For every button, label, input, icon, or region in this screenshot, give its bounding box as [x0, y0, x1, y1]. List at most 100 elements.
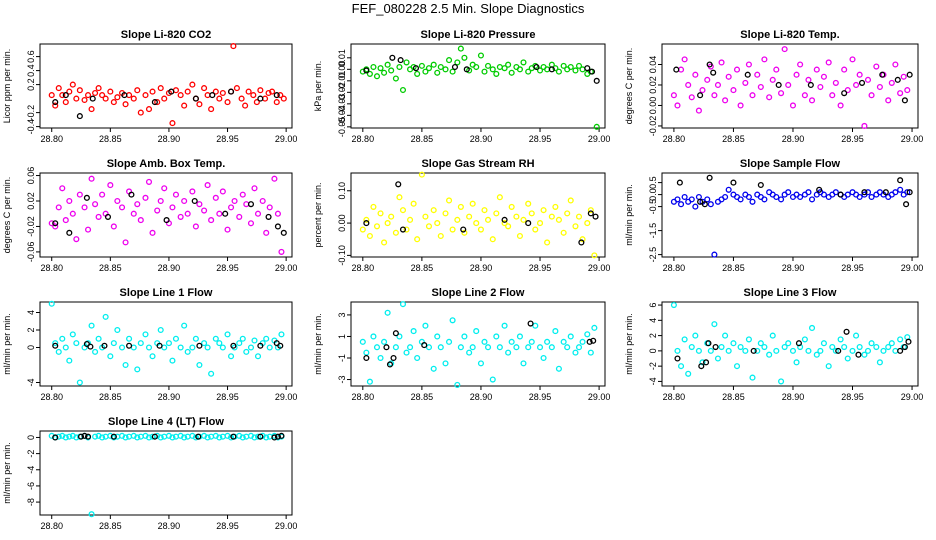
data-point [169, 357, 176, 364]
data-point [841, 344, 848, 351]
highlight-point [52, 342, 59, 349]
highlight-point [795, 340, 802, 347]
data-point [62, 434, 69, 441]
data-point [161, 185, 168, 192]
data-point [532, 62, 539, 69]
y-tick-label: 1 [337, 334, 347, 339]
data-point [263, 229, 270, 236]
data-point [239, 335, 246, 342]
x-tick-label: 28.90 [158, 521, 181, 531]
data-point [377, 65, 384, 72]
highlight-point [706, 61, 713, 68]
data-point [399, 86, 407, 94]
data-point [95, 335, 102, 342]
data-point [692, 332, 699, 339]
data-point [99, 92, 106, 99]
data-point [271, 175, 278, 182]
y-tick-label: 0.10 [337, 182, 347, 200]
data-point [454, 59, 461, 66]
data-point [473, 63, 480, 71]
data-point [243, 348, 250, 355]
plot-frame [661, 172, 919, 258]
x-tick-label: 28.90 [782, 392, 805, 402]
x-tick-label: 28.95 [216, 392, 239, 402]
data-point [461, 229, 468, 236]
data-point [885, 344, 892, 351]
data-point [257, 87, 264, 94]
y-tick-label: -3 [337, 376, 347, 384]
highlight-point [228, 88, 235, 95]
data-point [145, 106, 153, 113]
y-tick-label: -8 [26, 498, 36, 506]
data-point [130, 210, 137, 217]
data-point [681, 56, 688, 63]
data-point [579, 338, 586, 345]
data-point [513, 344, 520, 351]
data-point [685, 81, 692, 89]
data-point [85, 92, 92, 99]
data-point [236, 340, 243, 347]
highlight-point [710, 69, 717, 76]
x-tick-label: 28.85 [722, 134, 745, 144]
data-point [410, 200, 417, 207]
data-point [725, 73, 732, 80]
data-point [55, 85, 62, 92]
data-point [707, 201, 714, 208]
data-point [520, 360, 527, 367]
data-point [145, 434, 153, 441]
data-point [793, 71, 800, 78]
y-tick-label: 0.00 [648, 97, 658, 115]
highlight-point [273, 92, 280, 99]
y-tick-label: -0.02 [26, 216, 36, 237]
data-point [392, 229, 399, 236]
data-point [366, 70, 373, 77]
data-point [107, 88, 114, 95]
data-point [366, 378, 373, 385]
data-point [505, 61, 512, 68]
data-point [122, 239, 129, 246]
y-tick-label: -0.05 [337, 117, 347, 138]
data-point [273, 99, 280, 106]
data-point [873, 344, 880, 351]
x-tick-label: 28.95 [841, 134, 864, 144]
data-point [837, 336, 844, 343]
data-point [745, 193, 752, 201]
data-point [449, 317, 456, 324]
chart-title: Slope Sample Flow [740, 158, 841, 170]
x-tick-label: 28.85 [411, 263, 434, 273]
data-point [489, 66, 496, 73]
data-point [76, 379, 83, 386]
data-point [242, 102, 249, 109]
data-point [505, 223, 512, 230]
data-point [245, 88, 252, 95]
data-point [403, 349, 410, 356]
data-point [425, 223, 433, 230]
data-point [797, 344, 804, 351]
highlight-point [841, 90, 848, 97]
data-point [212, 194, 219, 201]
data-point [548, 344, 555, 351]
y-axis-label: ml/min per min. [313, 313, 323, 375]
data-point [278, 331, 285, 338]
data-point [737, 344, 744, 351]
data-point [781, 344, 788, 351]
data-point [134, 434, 141, 441]
data-point [508, 338, 515, 345]
data-point [493, 210, 500, 217]
data-point [536, 220, 544, 227]
data-point [489, 376, 496, 383]
y-tick-label: -0.02 [648, 116, 658, 137]
highlight-point [588, 68, 596, 75]
data-point [88, 322, 95, 329]
highlight-point [168, 88, 175, 95]
y-tick-label: 4 [26, 310, 36, 315]
data-point [481, 207, 488, 214]
data-point [137, 217, 144, 224]
data-point [363, 216, 370, 223]
data-point [817, 83, 824, 91]
plot-frame [39, 430, 293, 516]
highlight-point [578, 239, 585, 246]
data-point [825, 59, 832, 66]
data-point [678, 201, 685, 208]
data-point [219, 89, 226, 97]
